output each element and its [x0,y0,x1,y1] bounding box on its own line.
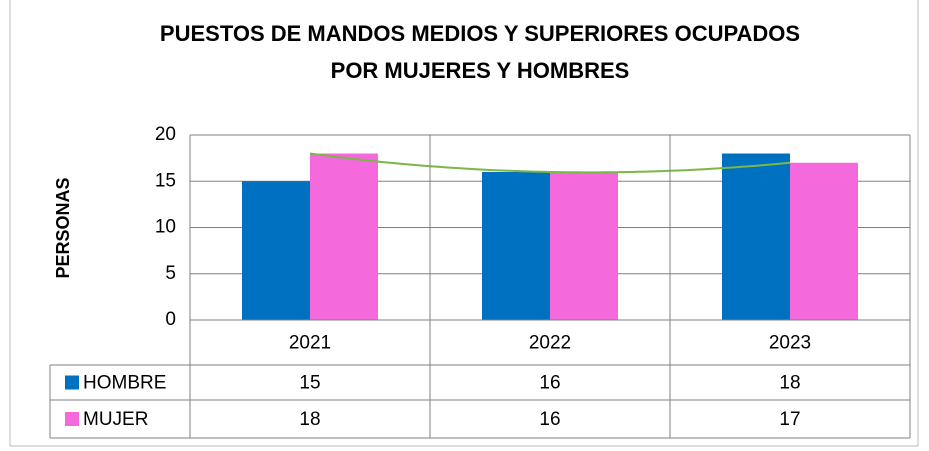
bar [242,181,310,320]
y-tick-label: 0 [165,309,176,330]
bar [722,153,790,320]
bar [310,153,378,320]
legend-label: HOMBRE [83,373,166,394]
bar [482,172,550,320]
x-tick-label: 2022 [529,333,571,354]
table-value: 18 [779,373,800,394]
table-value: 15 [299,373,320,394]
table-value: 17 [779,409,800,430]
bar [790,162,858,320]
y-tick-label: 15 [155,170,176,191]
y-tick-label: 20 [155,124,176,145]
x-tick-label: 2021 [289,333,331,354]
table-value: 16 [539,409,560,430]
table-value: 16 [539,373,560,394]
y-axis-label: PERSONAS [53,177,73,278]
y-tick-label: 5 [165,263,176,284]
table-value: 18 [299,409,320,430]
bar [550,172,618,320]
legend-key [65,412,79,426]
chart-frame [9,0,919,447]
legend-label: MUJER [83,409,148,430]
chart-title: POR MUJERES Y HOMBRES [331,58,630,83]
x-tick-label: 2023 [769,333,811,354]
chart-title: PUESTOS DE MANDOS MEDIOS Y SUPERIORES OC… [160,21,800,46]
y-tick-label: 10 [155,217,176,238]
legend-key [65,375,79,390]
trendline [309,152,791,174]
